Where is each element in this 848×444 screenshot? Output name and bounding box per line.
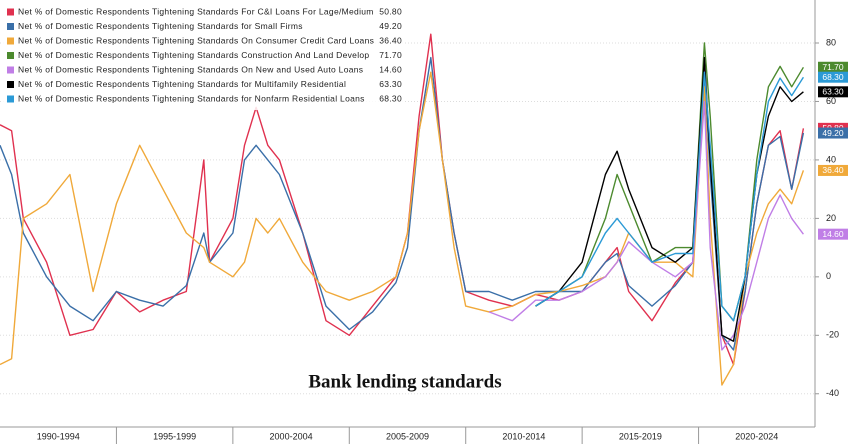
y-tick-label: -20 <box>826 330 839 340</box>
y-tick-label: 0 <box>826 271 831 281</box>
end-label-box <box>818 164 848 176</box>
end-label-box <box>818 228 848 240</box>
legend-value: 68.30 <box>379 93 402 103</box>
end-label-box <box>818 61 848 73</box>
legend-swatch <box>7 66 14 74</box>
series-line <box>488 100 804 351</box>
legend-swatch <box>7 81 14 88</box>
y-tick-label: 20 <box>826 213 836 223</box>
legend-value: 36.40 <box>379 35 402 45</box>
legend-swatch <box>7 37 14 45</box>
legend-value: 63.30 <box>379 79 402 89</box>
end-label-box <box>818 127 848 139</box>
x-tick-label: 1990-1994 <box>37 431 80 441</box>
series-line <box>0 71 805 386</box>
x-tick-label: 2005-2009 <box>386 431 429 441</box>
legend-value: 71.70 <box>379 50 402 60</box>
x-tick-label: 1995-1999 <box>153 431 196 441</box>
legend-label: Net % of Domestic Respondents Tightening… <box>18 6 374 16</box>
end-label-box <box>818 86 848 98</box>
legend-label: Net % of Domestic Respondents Tightening… <box>18 79 346 89</box>
end-label: 68.30 <box>822 72 844 82</box>
legend-label: Net % of Domestic Respondents Tightening… <box>18 21 303 31</box>
legend-label: Net % of Domestic Respondents Tightening… <box>18 64 363 74</box>
legend-value: 50.80 <box>379 6 402 16</box>
x-tick-label: 2020-2024 <box>735 431 778 441</box>
legend-swatch <box>7 52 14 59</box>
series-line <box>535 42 805 322</box>
end-label: 49.20 <box>822 128 844 138</box>
legend-label: Net % of Domestic Respondents Tightening… <box>18 50 369 60</box>
plot <box>0 33 805 386</box>
legend-box <box>3 4 405 110</box>
y-tick-label: 80 <box>826 37 836 47</box>
x-tick-label: 2010-2014 <box>502 431 545 441</box>
legend-swatch <box>7 8 14 16</box>
series-line <box>0 56 805 351</box>
y-tick-label: 60 <box>826 96 836 106</box>
end-label: 63.30 <box>822 87 844 97</box>
y-tick-label: 40 <box>826 154 836 164</box>
x-tick-label: 2015-2019 <box>619 431 662 441</box>
legend-label: Net % of Domestic Respondents Tightening… <box>18 35 374 45</box>
legend-label: Net % of Domestic Respondents Tightening… <box>18 93 365 103</box>
legend-value: 14.60 <box>379 64 402 74</box>
legend: Net % of Domestic Respondents Tightening… <box>3 4 405 110</box>
legend-value: 49.20 <box>379 21 402 31</box>
legend-swatch <box>7 95 14 103</box>
x-tick-label: 2000-2004 <box>270 431 313 441</box>
end-label: 36.40 <box>822 165 844 175</box>
end-label-box <box>818 71 848 83</box>
end-label: 71.70 <box>822 62 844 72</box>
end-label: 14.60 <box>822 229 844 239</box>
y-tick-label: -40 <box>826 388 839 398</box>
series-line <box>535 71 804 322</box>
legend-swatch <box>7 23 14 30</box>
series-line <box>535 56 804 342</box>
annotation: Bank lending standards <box>308 371 501 392</box>
